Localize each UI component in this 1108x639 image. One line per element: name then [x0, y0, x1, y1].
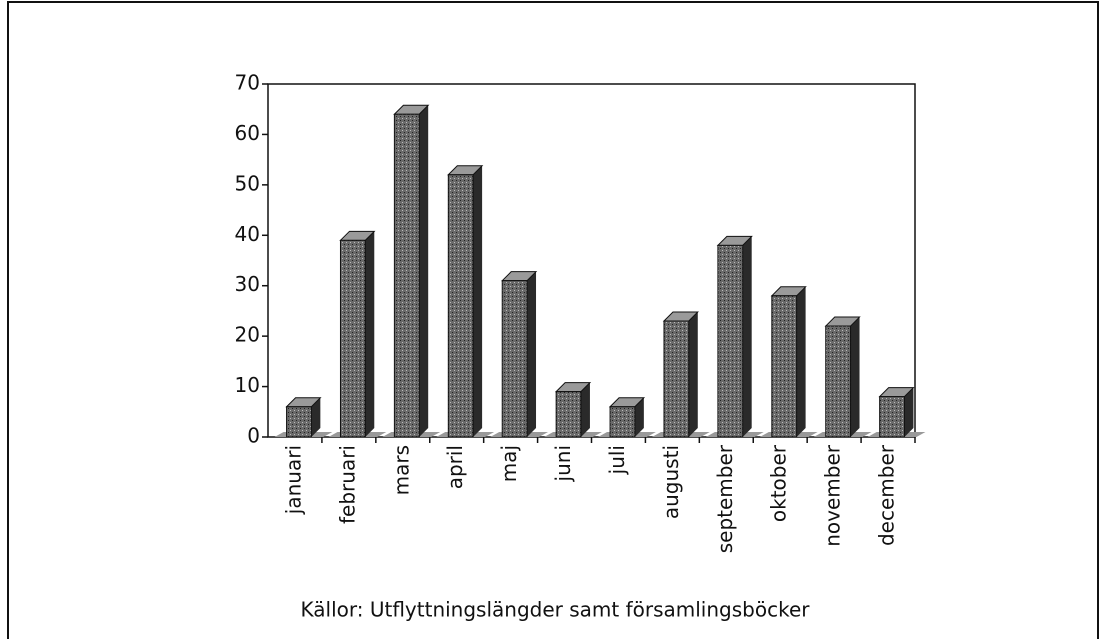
bar-side	[796, 286, 806, 437]
x-tick-label: november	[821, 444, 845, 547]
y-tick-label: 30	[235, 272, 260, 296]
bar	[771, 295, 798, 438]
x-tick-label: maj	[497, 445, 521, 482]
bar	[663, 320, 690, 438]
bar	[609, 406, 636, 438]
y-tick-label: 50	[235, 171, 260, 195]
x-tick-label: januari	[281, 445, 305, 515]
bar	[825, 325, 852, 438]
bar	[393, 113, 420, 438]
bar-side	[419, 105, 429, 437]
bar-side	[850, 317, 860, 437]
bar-side	[742, 236, 752, 437]
bar	[447, 174, 474, 438]
x-tick-label: februari	[335, 445, 359, 524]
bar	[555, 391, 582, 438]
bar	[717, 244, 744, 438]
x-tick-label: september	[713, 444, 737, 553]
bar-side	[688, 312, 698, 437]
bar-side	[580, 382, 590, 437]
y-tick-label: 40	[235, 222, 260, 246]
x-tick-label: december	[875, 444, 899, 546]
y-tick-label: 60	[235, 121, 260, 145]
bar	[879, 396, 905, 438]
bar-side	[365, 231, 375, 437]
bar-side	[904, 387, 914, 437]
x-tick-label: mars	[389, 445, 413, 495]
x-tick-label: april	[443, 445, 467, 489]
frame	[7, 1, 1099, 639]
bar-side	[473, 165, 483, 437]
y-tick-label: 0	[247, 424, 260, 448]
x-tick-label: oktober	[767, 444, 791, 522]
bar-side	[311, 397, 321, 437]
bar-side	[634, 397, 644, 437]
bar-side	[527, 271, 537, 437]
bar	[286, 406, 312, 438]
x-tick-label: juni	[551, 445, 575, 482]
bar	[339, 239, 366, 438]
source-note: Källor: Utflyttningslängder samt församl…	[301, 598, 811, 622]
bar	[501, 280, 528, 438]
y-tick-label: 10	[235, 373, 260, 397]
x-tick-label: juli	[605, 445, 629, 475]
y-tick-label: 20	[235, 323, 260, 347]
y-tick-label: 70	[235, 71, 260, 95]
x-tick-label: augusti	[659, 445, 683, 519]
